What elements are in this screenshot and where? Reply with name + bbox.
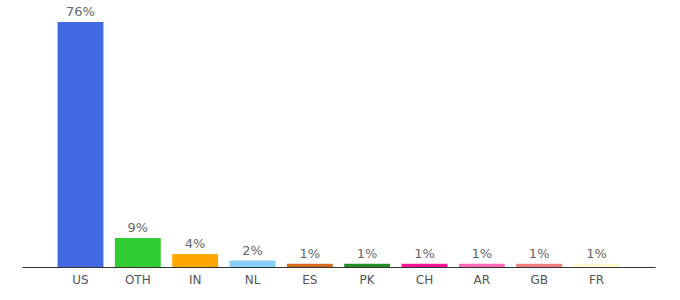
tick-label: CH <box>416 273 433 287</box>
data-label: 2% <box>242 243 263 258</box>
bar <box>402 264 448 267</box>
bar <box>344 264 390 267</box>
tick: PK <box>360 273 376 287</box>
data-label: 1% <box>472 246 493 261</box>
bar <box>516 264 562 267</box>
chart: 76% 9% 4% 2% 1% 1% 1% 1% 1% 1% US OTH IN NL ES PK CH AR GB… <box>0 0 680 300</box>
tick: NL <box>245 273 261 287</box>
bar <box>230 261 276 267</box>
data-label: 76% <box>66 4 95 19</box>
tick: CH <box>416 273 433 287</box>
tick-label: US <box>72 273 88 287</box>
x-axis: US OTH IN NL ES PK CH AR GB FR <box>23 268 656 287</box>
tick: GB <box>530 273 548 287</box>
tick-label: PK <box>360 273 376 287</box>
tick-label: OTH <box>125 273 151 287</box>
bar <box>574 264 620 267</box>
bar <box>459 264 505 267</box>
tick: ES <box>302 273 317 287</box>
tick: AR <box>474 273 491 287</box>
tick-label: FR <box>589 273 604 287</box>
data-label: 1% <box>586 246 607 261</box>
bar <box>58 22 104 267</box>
data-label: 9% <box>128 220 149 235</box>
tick: OTH <box>125 273 151 287</box>
data-label: 4% <box>185 236 206 251</box>
tick: US <box>72 273 88 287</box>
bar <box>287 264 333 267</box>
tick-label: NL <box>245 273 261 287</box>
data-label: 1% <box>414 246 435 261</box>
data-label: 1% <box>300 246 321 261</box>
bar <box>115 238 161 267</box>
data-label: 1% <box>529 246 550 261</box>
tick: FR <box>589 273 604 287</box>
data-label: 1% <box>357 246 378 261</box>
axis-line <box>23 267 656 268</box>
tick-label: GB <box>530 273 548 287</box>
data-labels: 76% 9% 4% 2% 1% 1% 1% 1% 1% 1% <box>66 4 607 261</box>
tick: IN <box>189 273 202 287</box>
tick-label: IN <box>189 273 202 287</box>
tick-label: ES <box>302 273 317 287</box>
bars <box>58 22 620 267</box>
bar <box>172 254 218 267</box>
tick-label: AR <box>474 273 491 287</box>
